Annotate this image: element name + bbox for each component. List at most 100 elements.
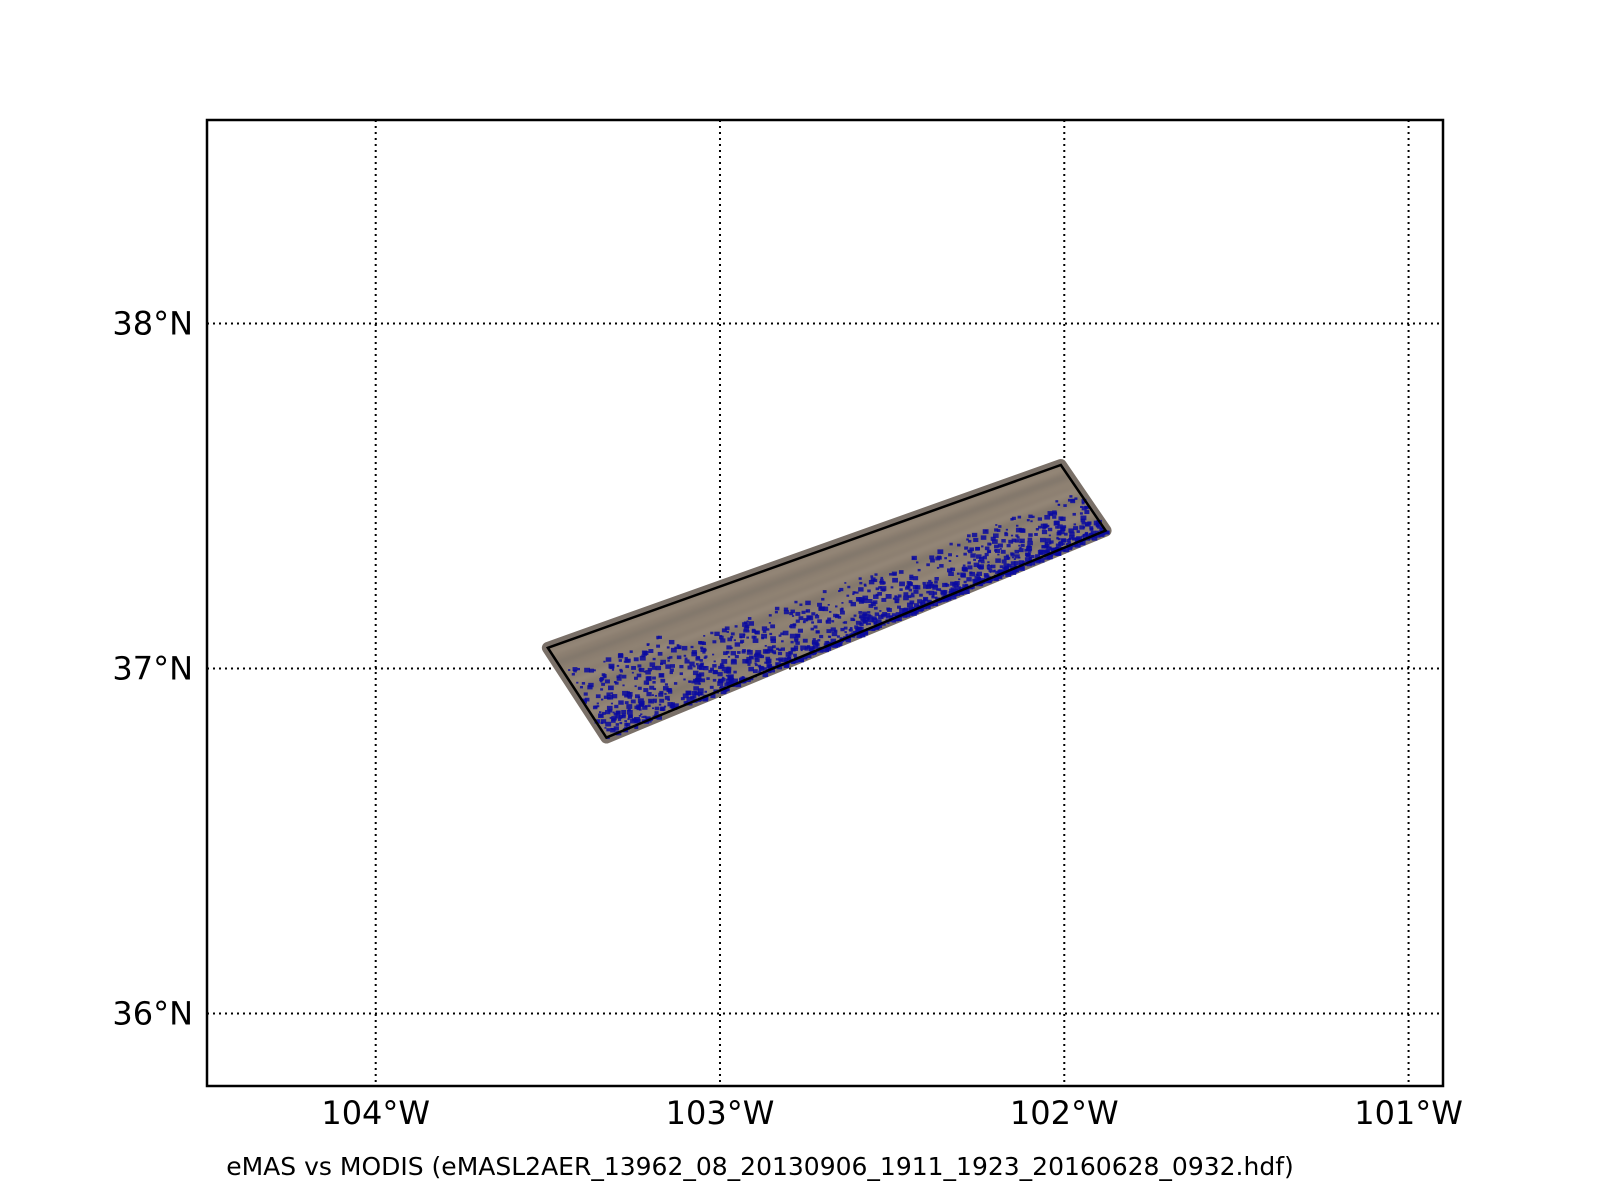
aerosol-pixel: [765, 656, 771, 661]
aerosol-pixel: [630, 699, 636, 704]
aerosol-pixel: [1025, 553, 1031, 558]
aerosol-pixel: [648, 698, 655, 704]
aerosol-pixel: [961, 567, 967, 572]
aerosol-pixel: [723, 651, 728, 656]
aerosol-pixel: [844, 631, 847, 634]
aerosol-pixel: [652, 680, 656, 684]
aerosol-pixel: [1049, 553, 1054, 557]
aerosol-pixel: [1072, 512, 1076, 516]
aerosol-pixel: [979, 556, 985, 562]
graticule: [207, 120, 1443, 1086]
aerosol-pixel: [710, 693, 716, 698]
aerosol-pixel: [740, 676, 745, 681]
aerosol-pixel: [608, 709, 613, 713]
aerosol-pixel: [795, 619, 800, 623]
aerosol-pixel: [811, 612, 816, 616]
aerosol-pixel: [802, 638, 808, 643]
aerosol-pixel: [805, 600, 811, 606]
aerosol-pixel: [953, 582, 957, 586]
aerosol-pixel: [726, 631, 729, 633]
aerosol-pixel: [615, 723, 619, 726]
aerosol-pixel: [613, 712, 618, 716]
aerosol-pixel: [727, 674, 734, 680]
lon-tick-label: 102°W: [1010, 1094, 1119, 1132]
aerosol-pixel: [1018, 548, 1024, 553]
aerosol-pixel: [679, 664, 684, 669]
aerosol-pixel: [611, 668, 615, 671]
aerosol-pixel: [642, 705, 648, 710]
aerosol-pixel: [1080, 515, 1087, 521]
aerosol-pixel: [769, 632, 773, 636]
aerosol-pixel: [702, 651, 706, 654]
aerosol-pixel: [1004, 533, 1009, 537]
aerosol-pixel: [602, 674, 607, 678]
aerosol-pixel: [700, 647, 706, 653]
aerosol-pixel: [858, 587, 864, 592]
swath: [541, 459, 1112, 744]
aerosol-pixel: [621, 710, 627, 714]
aerosol-pixel: [1046, 546, 1051, 551]
aerosol-pixel: [656, 635, 660, 639]
aerosol-pixel: [911, 611, 917, 616]
aerosol-pixel: [719, 685, 723, 689]
aerosol-pixel: [1063, 547, 1070, 553]
terrain-streak: [550, 466, 1065, 656]
aerosol-pixel: [619, 670, 623, 673]
aerosol-pixel: [633, 676, 638, 680]
aerosol-pixel: [1038, 557, 1045, 563]
aerosol-pixel: [862, 616, 869, 622]
aerosol-pixel: [804, 647, 809, 651]
aerosol-pixel: [932, 585, 939, 590]
aerosol-pixel: [783, 607, 789, 612]
aerosol-pixel: [1100, 527, 1104, 530]
aerosol-pixel: [593, 669, 596, 672]
aerosol-pixel: [698, 641, 703, 645]
aerosol-pixel: [1014, 549, 1020, 554]
aerosol-pixel: [599, 680, 603, 683]
aerosol-pixel: [882, 612, 888, 617]
aerosol-pixel: [966, 577, 972, 582]
aerosol-pixel: [918, 606, 925, 611]
aerosol-pixel: [1055, 526, 1059, 529]
aerosol-pixel: [994, 544, 999, 549]
aerosol-pixel: [898, 570, 904, 574]
aerosol-pixel: [789, 625, 792, 628]
aerosol-pixel: [752, 669, 758, 674]
aerosol-pixel: [721, 659, 728, 664]
aerosol-pixel: [917, 599, 923, 604]
aerosol-pixel: [794, 600, 798, 604]
aerosol-pixel: [1010, 561, 1016, 566]
aerosol-pixel: [690, 645, 694, 649]
aerosol-pixel: [627, 695, 633, 699]
aerosol-pixel: [878, 624, 883, 628]
aerosol-pixel: [766, 661, 769, 664]
aerosol-pixel: [992, 570, 996, 573]
aerosol-pixel: [748, 655, 754, 660]
aerosol-pixel: [991, 564, 996, 569]
aerosol-pixel: [931, 594, 935, 597]
aerosol-pixel: [1079, 525, 1085, 530]
aerosol-pixel: [1010, 570, 1017, 575]
aerosol-pixel: [1028, 556, 1032, 560]
aerosol-pixel: [776, 647, 779, 651]
terrain-streak: [563, 480, 1075, 676]
aerosol-pixel: [581, 682, 586, 685]
aerosol-pixel: [651, 707, 655, 710]
aerosol-pixel: [989, 571, 992, 573]
aerosol-pixel: [680, 697, 685, 701]
aerosol-pixel: [737, 651, 741, 654]
aerosol-pixel: [1055, 500, 1059, 503]
aerosol-pixel: [780, 647, 785, 651]
aerosol-pixel: [733, 670, 737, 674]
aerosol-pixel: [754, 658, 760, 663]
aerosol-pixel: [891, 613, 896, 617]
aerosol-pixel: [762, 672, 769, 678]
aerosol-pixel: [958, 587, 964, 591]
aerosol-pixel: [686, 696, 693, 702]
aerosol-pixel: [641, 716, 644, 718]
aerosol-pixel: [855, 591, 859, 594]
aerosol-pixel: [571, 673, 575, 676]
aerosol-pixel: [890, 586, 894, 589]
aerosol-pixel: [800, 645, 806, 650]
aerosol-pixel: [1089, 526, 1094, 530]
